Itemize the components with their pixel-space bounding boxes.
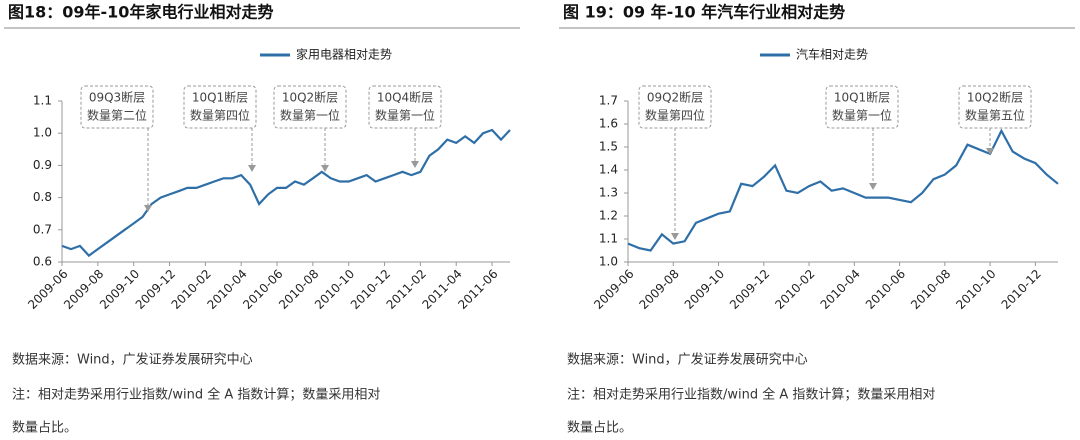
y-tick-label: 0.7 [33,222,52,236]
y-tick-label: 1.0 [33,126,52,140]
x-tick-label: 2009-12 [727,267,772,312]
x-tick-label: 2010-10 [953,267,998,312]
annotation-text: 数量第一位 [280,108,340,123]
annotation-arrowhead [144,205,152,212]
annotation-arrowhead [321,165,329,172]
note: 注：相对走势采用行业指数/wind 全 A 指数计算；数量采用相对 [567,387,935,403]
y-tick-label: 1.2 [599,209,618,223]
annotation-text: 09Q3断层 [89,90,145,105]
annotation-text: 数量第一位 [832,108,892,123]
y-tick-label: 1.4 [599,163,618,177]
x-tick-label: 2010-02 [772,267,817,312]
annotation-text: 10Q2断层 [282,90,338,105]
annotation-text: 10Q2断层 [967,90,1023,105]
y-tick-label: 0.9 [33,158,52,172]
annotation-arrowhead [671,233,679,240]
annotation-box [273,85,347,129]
annotation-box [368,85,442,129]
annotation-arrowhead [986,148,994,155]
y-tick-label: 1.5 [599,140,618,154]
annotation-text: 10Q1断层 [834,90,890,105]
annotation-box [183,85,257,129]
annotation-text: 数量第四位 [190,108,250,123]
annotation-text: 数量第五位 [965,108,1025,123]
y-tick-label: 0.6 [33,255,52,269]
annotation-box [958,85,1032,129]
annotation-text: 09Q2断层 [647,90,703,105]
annotation-arrowhead [248,165,256,172]
annotation-arrowhead [411,161,419,168]
legend-label: 家用电器相对走势 [296,47,392,62]
source: 数据来源：Wind，广发证券发展研究中心 [567,352,808,368]
y-tick-label: 1.3 [599,186,618,200]
x-tick-label: 2010-06 [863,267,908,312]
note: 数量占比。 [567,421,632,436]
note: 数量占比。 [12,421,77,436]
annotation-text: 数量第一位 [375,108,435,123]
y-tick-label: 0.8 [33,190,52,204]
series-line [627,128,1059,252]
x-tick-label: 2009-06 [591,267,636,312]
annotation-text: 数量第二位 [87,108,147,123]
y-tick-label: 1.0 [599,255,618,269]
annotation-arrowhead [869,183,877,190]
x-tick-label: 2010-08 [908,267,953,312]
x-tick-label: 2009-08 [637,267,682,312]
source: 数据来源：Wind，广发证券发展研究中心 [12,352,253,368]
y-tick-label: 1.1 [33,94,52,108]
chart-title: 图 19：09 年-10 年汽车行业相对走势 [563,3,845,22]
annotation-text: 10Q1断层 [192,90,248,105]
annotation-text: 数量第四位 [645,108,705,123]
chart-title: 图18：09年-10年家电行业相对走势 [8,3,273,22]
annotation-box [825,85,899,129]
x-tick-label: 2010-12 [999,267,1044,312]
note: 注：相对走势采用行业指数/wind 全 A 指数计算；数量采用相对 [12,387,380,403]
x-tick-label: 2011-06 [455,267,500,312]
y-tick-label: 1.6 [599,117,618,131]
annotation-text: 10Q4断层 [377,90,433,105]
series-line [61,128,511,258]
legend-label: 汽车相对走势 [796,47,868,62]
x-tick-label: 2010-04 [818,267,863,312]
x-tick-label: 2009-10 [682,267,727,312]
y-tick-label: 1.7 [599,94,618,108]
y-tick-label: 1.1 [599,232,618,246]
annotation-box [80,85,154,129]
